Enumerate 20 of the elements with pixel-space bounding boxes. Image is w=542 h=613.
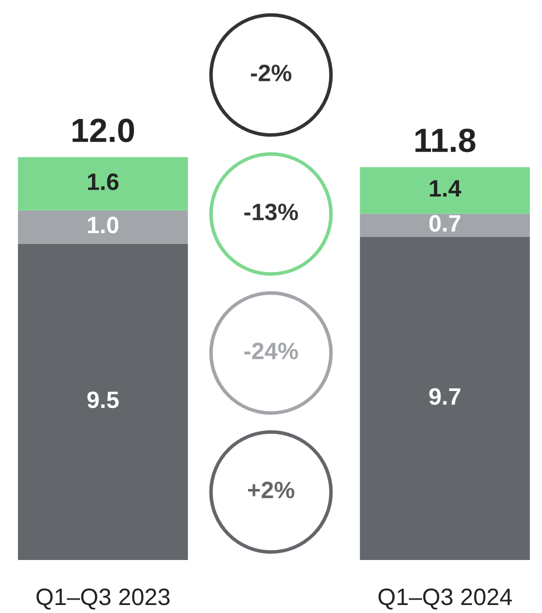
bar: [18, 210, 188, 244]
data-label: 9.7: [429, 388, 460, 405]
total-label: 12.0: [72, 118, 134, 142]
annotation: +2%: [248, 482, 294, 498]
data-label: 1.6: [88, 173, 118, 190]
bar: [18, 244, 188, 560]
bar: [360, 167, 530, 214]
data-label: 0.7: [429, 214, 460, 232]
data-label: 1.4: [430, 180, 462, 197]
bar: [18, 157, 188, 210]
bar: [360, 214, 530, 238]
bar: [360, 237, 530, 560]
text: -2%: [250, 64, 292, 82]
data-label: 9.5: [87, 391, 119, 408]
x-tick-label: Q1–Q3 2024: [378, 588, 512, 610]
total-label: 11.8: [415, 128, 476, 152]
annotation: -13%: [244, 204, 298, 220]
annotation: -24%: [244, 342, 298, 360]
data-label: 1.0: [88, 216, 118, 234]
x-tick-label: Q1–Q3 2023: [36, 588, 170, 610]
